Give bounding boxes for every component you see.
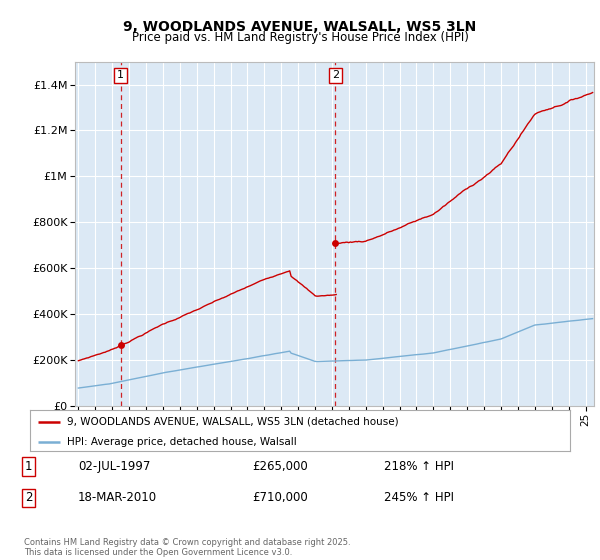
Text: 245% ↑ HPI: 245% ↑ HPI	[384, 491, 454, 504]
Text: £710,000: £710,000	[252, 491, 308, 504]
Text: 18-MAR-2010: 18-MAR-2010	[78, 491, 157, 504]
Text: £265,000: £265,000	[252, 460, 308, 473]
Text: 218% ↑ HPI: 218% ↑ HPI	[384, 460, 454, 473]
Text: 9, WOODLANDS AVENUE, WALSALL, WS5 3LN (detached house): 9, WOODLANDS AVENUE, WALSALL, WS5 3LN (d…	[67, 417, 398, 427]
Text: 2: 2	[332, 71, 339, 81]
Text: 9, WOODLANDS AVENUE, WALSALL, WS5 3LN: 9, WOODLANDS AVENUE, WALSALL, WS5 3LN	[124, 20, 476, 34]
Text: 1: 1	[117, 71, 124, 81]
Text: 02-JUL-1997: 02-JUL-1997	[78, 460, 151, 473]
Text: HPI: Average price, detached house, Walsall: HPI: Average price, detached house, Wals…	[67, 437, 296, 447]
Text: 1: 1	[25, 460, 32, 473]
Text: Price paid vs. HM Land Registry's House Price Index (HPI): Price paid vs. HM Land Registry's House …	[131, 31, 469, 44]
Text: Contains HM Land Registry data © Crown copyright and database right 2025.
This d: Contains HM Land Registry data © Crown c…	[24, 538, 350, 557]
Text: 2: 2	[25, 491, 32, 504]
